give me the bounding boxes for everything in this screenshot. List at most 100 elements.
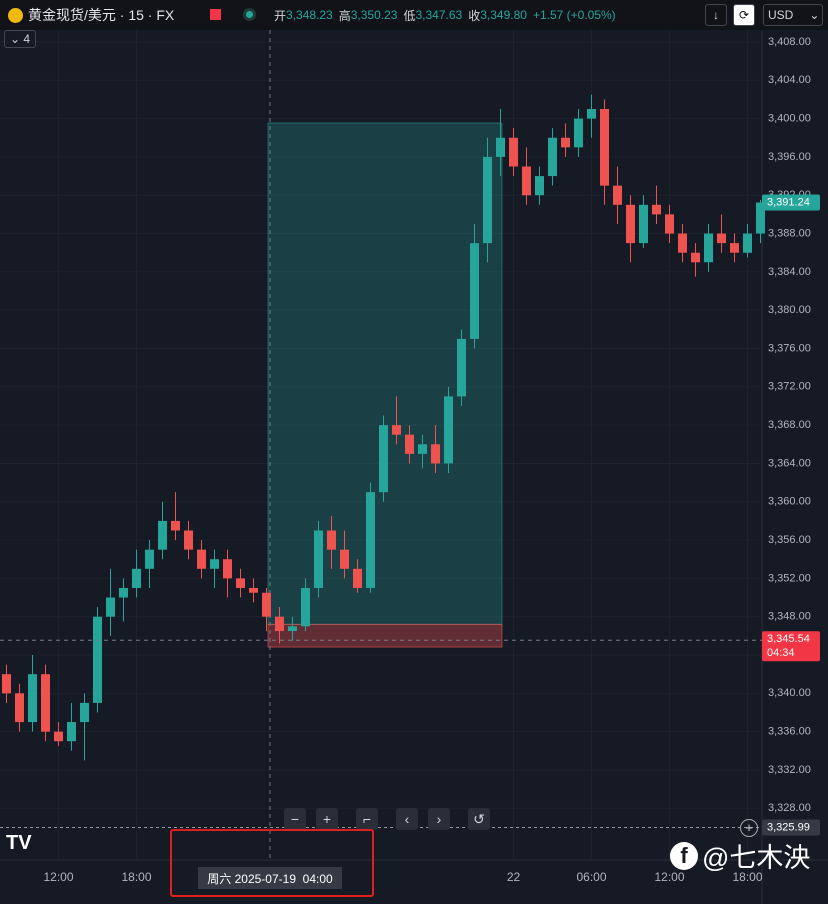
candle-body	[405, 434, 414, 454]
scroll-right[interactable]: ›	[428, 808, 450, 830]
zoom-out[interactable]: −	[284, 808, 306, 830]
open-value: 3,348.23	[286, 8, 333, 22]
x-tick-label: 12:00	[43, 870, 73, 884]
high-value: 3,350.23	[350, 8, 398, 22]
flag[interactable]	[210, 9, 221, 20]
y-tick-label: 3,356.00	[768, 534, 811, 546]
y-tick-label: 3,372.00	[768, 381, 811, 393]
symbol-icon	[8, 8, 23, 23]
candle-body	[665, 214, 674, 234]
candle-body	[431, 444, 440, 464]
candle-body	[535, 176, 544, 196]
candle-body	[379, 425, 388, 493]
candle-body	[327, 530, 336, 550]
y-tick-label: 3,396.00	[768, 151, 811, 163]
high-label: 高	[338, 8, 351, 23]
candle-body	[574, 118, 583, 148]
logo: TV	[6, 832, 32, 854]
watermark: f @七木泱	[670, 836, 810, 875]
candle-body	[613, 185, 622, 205]
candle-body	[119, 587, 128, 598]
candle-body	[301, 587, 310, 627]
candle-body	[509, 137, 518, 167]
download-button[interactable]: ↓	[705, 4, 727, 26]
status	[243, 8, 256, 21]
alert-tag	[762, 819, 820, 836]
candle-body	[353, 568, 362, 588]
y-tick-label: 3,400.00	[768, 113, 811, 125]
candle-body	[15, 693, 24, 723]
candle-body	[171, 520, 180, 531]
candle-body	[67, 722, 76, 742]
y-tick-label: 3,376.00	[768, 342, 811, 354]
change: +1.57 (+0.05%)	[532, 8, 616, 22]
x-tick-label: 22	[507, 870, 521, 884]
add-alert[interactable]: +	[740, 819, 758, 837]
candle-body	[678, 233, 687, 253]
candle-body	[197, 549, 206, 569]
candle-body	[28, 674, 37, 723]
candle-body	[340, 549, 349, 569]
y-tick-label: 3,408.00	[768, 36, 811, 48]
candle-body	[756, 202, 765, 234]
candle-body	[600, 109, 609, 186]
stop-zone	[267, 623, 503, 648]
y-tick-label: 3,388.00	[768, 227, 811, 239]
scroll-left[interactable]: ‹	[396, 808, 418, 830]
candle-body	[587, 109, 596, 119]
low-label: 低	[403, 8, 416, 23]
y-tick-label: 3,332.00	[768, 764, 811, 776]
candle-body	[366, 492, 375, 588]
currency-select[interactable]: USD ⌄	[763, 4, 823, 26]
candle-body	[262, 592, 271, 617]
x-tick-label: 12:00	[654, 870, 684, 884]
close-value: 3,349.80	[480, 8, 527, 22]
candle-body	[54, 731, 63, 742]
x-tick-label: 18:00	[121, 870, 151, 884]
candle-body	[314, 530, 323, 588]
candle-body	[132, 568, 141, 588]
candle-body	[418, 444, 427, 454]
candle-body	[184, 530, 193, 550]
candle-body	[496, 137, 505, 157]
candle-body	[483, 156, 492, 244]
fullscreen-button[interactable]: ⟳	[733, 4, 755, 26]
candle-body	[691, 252, 700, 263]
x-tick-label: 18:00	[732, 870, 762, 884]
low-value: 3,347.63	[415, 8, 463, 22]
zoom-in[interactable]: +	[316, 808, 338, 830]
candle-body	[652, 204, 661, 215]
price-axis-bg	[762, 30, 828, 860]
candle-body	[41, 674, 50, 732]
candle-body	[236, 578, 245, 588]
candle-body	[470, 243, 479, 339]
y-tick-label: 3,380.00	[768, 304, 811, 316]
y-tick-label: 3,364.00	[768, 457, 811, 469]
candle-body	[223, 559, 232, 579]
candle-body	[522, 166, 531, 196]
candle-body	[561, 137, 570, 148]
candle-body	[457, 338, 466, 397]
indicator-toggle[interactable]: ⌄ 4	[4, 30, 36, 48]
candle-body	[730, 243, 739, 253]
y-tick-label: 3,328.00	[768, 802, 811, 814]
alert-label: 3,325.99	[767, 821, 810, 833]
symbol[interactable]: 黄金现货/美元 · 15 · FX	[28, 7, 175, 23]
cursor-price-tag	[762, 631, 820, 662]
candle-body	[145, 549, 154, 569]
candle-body	[444, 396, 453, 464]
candle-body	[548, 137, 557, 177]
candle-body	[392, 425, 401, 435]
candle-body	[639, 204, 648, 244]
cursor-price-label: 3,345.54	[767, 633, 810, 645]
currency: USD	[768, 8, 794, 22]
candle-body	[626, 204, 635, 244]
countdown: 04:34	[767, 647, 795, 659]
candle-body	[717, 233, 726, 244]
candle-body	[743, 233, 752, 253]
indicator-count: 4	[23, 32, 31, 46]
reset-chart[interactable]: ↺	[468, 808, 490, 830]
candle-body	[288, 626, 297, 632]
reset-zoom[interactable]: ⌐	[356, 808, 378, 830]
